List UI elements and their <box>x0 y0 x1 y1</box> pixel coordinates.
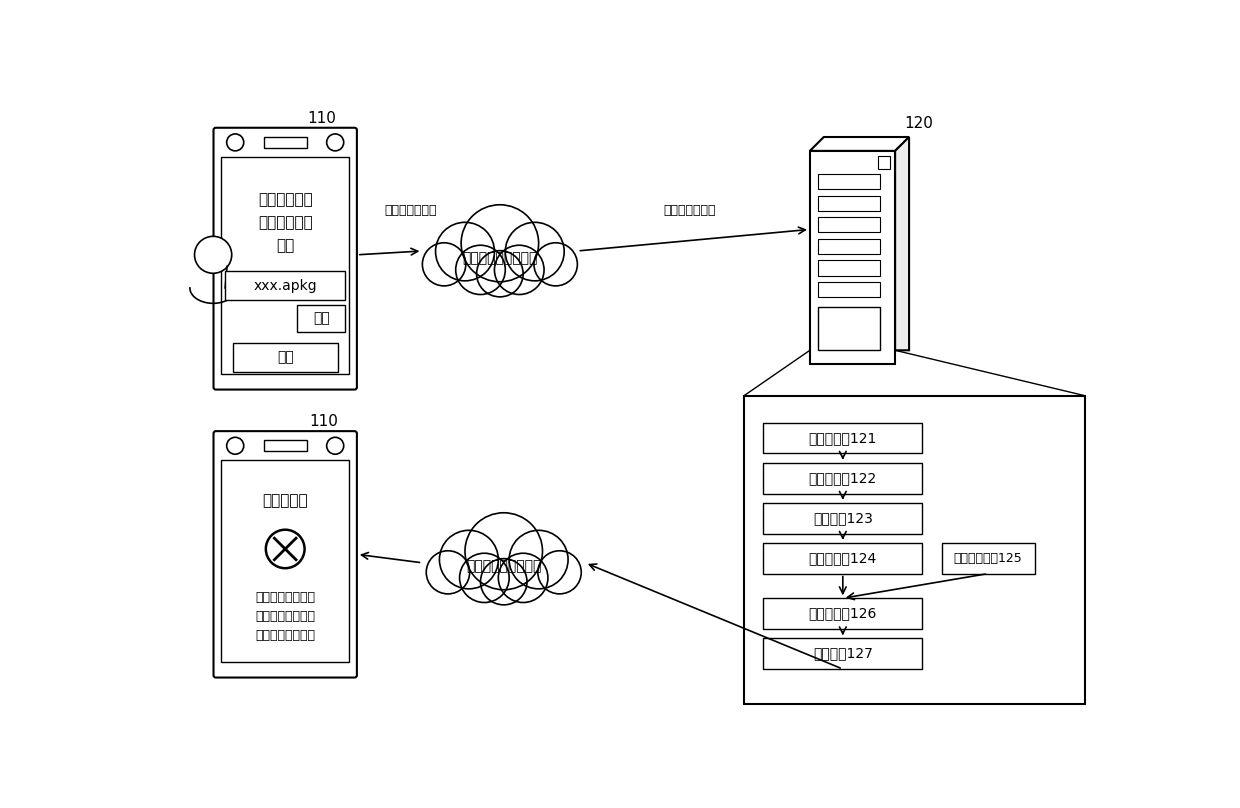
Bar <box>817 217 879 233</box>
Bar <box>817 282 879 297</box>
Text: 小程序代码121: 小程序代码121 <box>808 431 877 445</box>
Text: 未通过理由：检测: 未通过理由：检测 <box>255 591 315 604</box>
FancyBboxPatch shape <box>213 431 357 678</box>
Text: 无线网络或有线网络: 无线网络或有线网络 <box>463 251 538 266</box>
Text: 与其他小程序雷同: 与其他小程序雷同 <box>255 629 315 642</box>
Text: 审核结果127: 审核结果127 <box>813 646 873 661</box>
Circle shape <box>461 204 538 282</box>
Bar <box>764 598 923 629</box>
Text: 小程序指纹库125: 小程序指纹库125 <box>954 552 1023 565</box>
Bar <box>817 260 879 276</box>
Bar <box>264 137 306 148</box>
Text: 120: 120 <box>904 116 932 131</box>
Circle shape <box>481 558 527 605</box>
Bar <box>764 543 923 574</box>
Text: 小程序指纹124: 小程序指纹124 <box>808 551 877 565</box>
Text: 小程序审核请求: 小程序审核请求 <box>663 204 715 217</box>
Bar <box>221 157 350 374</box>
Circle shape <box>435 222 495 281</box>
Text: 小程序审核请求: 小程序审核请求 <box>384 204 436 217</box>
Circle shape <box>460 553 510 603</box>
Bar <box>810 151 895 364</box>
Text: 的小程序进行: 的小程序进行 <box>258 215 312 230</box>
Text: 审核未通过: 审核未通过 <box>263 493 308 508</box>
Circle shape <box>495 246 544 294</box>
Circle shape <box>195 236 232 273</box>
Text: 请上传您开发: 请上传您开发 <box>258 191 312 207</box>
Text: 选择: 选择 <box>312 311 330 326</box>
Bar <box>298 305 345 332</box>
Circle shape <box>534 242 578 286</box>
Bar <box>817 238 879 254</box>
Circle shape <box>510 530 568 589</box>
Text: 到您开发的小程序: 到您开发的小程序 <box>255 610 315 623</box>
Text: 110: 110 <box>310 415 339 429</box>
Text: 上传: 上传 <box>277 350 294 364</box>
Bar <box>744 396 1085 704</box>
Text: 抽象语法树122: 抽象语法树122 <box>808 471 877 485</box>
Circle shape <box>538 551 582 594</box>
Circle shape <box>498 553 548 603</box>
Circle shape <box>326 134 343 151</box>
Bar <box>764 638 923 669</box>
Circle shape <box>506 222 564 281</box>
Circle shape <box>227 437 244 454</box>
Circle shape <box>326 437 343 454</box>
Bar <box>817 174 879 189</box>
Bar <box>764 423 923 453</box>
Circle shape <box>423 242 466 286</box>
Text: 审核: 审核 <box>277 238 294 253</box>
Polygon shape <box>895 137 909 351</box>
Polygon shape <box>810 137 909 151</box>
Bar <box>941 543 1034 574</box>
Circle shape <box>476 250 523 297</box>
Circle shape <box>427 551 470 594</box>
Circle shape <box>439 530 498 589</box>
Bar <box>221 461 350 662</box>
Text: 110: 110 <box>308 111 336 126</box>
Text: 代码相似度126: 代码相似度126 <box>808 607 877 621</box>
Bar <box>764 503 923 533</box>
FancyBboxPatch shape <box>213 128 357 389</box>
Circle shape <box>265 530 305 568</box>
Bar <box>764 463 923 494</box>
Bar <box>817 196 879 211</box>
Text: 无线网络或有线网络: 无线网络或有线网络 <box>466 560 542 574</box>
Circle shape <box>465 513 543 590</box>
Bar <box>878 156 890 169</box>
Text: 代码特征123: 代码特征123 <box>813 511 873 525</box>
Circle shape <box>456 246 506 294</box>
Bar <box>264 440 306 451</box>
Text: xxx.apkg: xxx.apkg <box>253 279 317 292</box>
Bar <box>226 271 345 301</box>
Bar <box>817 307 879 350</box>
Bar <box>233 343 337 372</box>
Circle shape <box>227 134 244 151</box>
